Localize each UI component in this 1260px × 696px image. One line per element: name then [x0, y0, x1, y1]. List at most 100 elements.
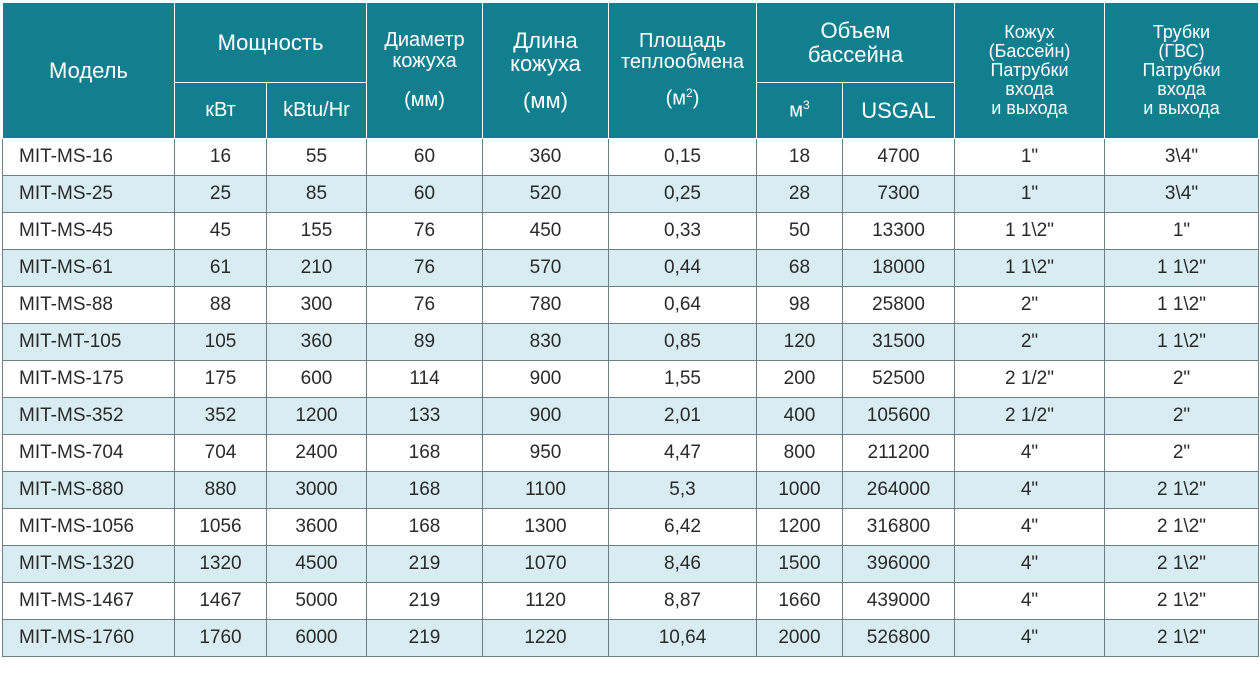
cell-diameter: 168: [366, 508, 483, 546]
cell-area: 0,15: [608, 138, 757, 176]
cell-volume-usgal: 105600: [842, 397, 955, 435]
cell-volume-m3: 50: [756, 212, 843, 250]
cell-volume-usgal: 264000: [842, 471, 955, 509]
cell-length: 780: [482, 286, 609, 324]
cell-power-kbtu: 1200: [266, 397, 367, 435]
spec-table: Модель Мощность Диаметр кожуха (мм) Длин…: [2, 2, 1259, 657]
cell-shell-connections: 2": [954, 286, 1105, 324]
table-row: MIT-MS-1320 1320 4500 219 1070 8,46 1500 396000…: [2, 545, 1259, 583]
cell-length: 1300: [482, 508, 609, 546]
cell-power-kbtu: 210: [266, 249, 367, 287]
cell-area: 2,01: [608, 397, 757, 435]
cell-model: MIT-MS-1056: [2, 508, 175, 546]
cell-shell-connections: 4": [954, 471, 1105, 509]
table-row: MIT-MS-16 16 55 60 360 0,15 18 4700 1" 3\4": [2, 138, 1259, 176]
header-diameter-unit: (мм): [404, 89, 445, 111]
cell-power-kw: 45: [174, 212, 267, 250]
header-shell-line5: и выхода: [991, 97, 1068, 118]
cell-power-kbtu: 2400: [266, 434, 367, 472]
cell-volume-m3: 1200: [756, 508, 843, 546]
header-volume-m3-base: м: [789, 99, 804, 122]
cell-diameter: 89: [366, 323, 483, 361]
table-row: MIT-MS-45 45 155 76 450 0,33 50 13300 1 1\2" 1": [2, 212, 1259, 250]
cell-tubes-connections: 2 1\2": [1104, 508, 1259, 546]
cell-power-kbtu: 300: [266, 286, 367, 324]
header-power-kbtu-label: kBtu/Hr: [283, 99, 350, 121]
header-volume-m3: м3: [756, 82, 843, 139]
header-area-unit: (м2): [609, 87, 756, 110]
header-diameter: Диаметр кожуха (мм): [366, 2, 483, 139]
cell-volume-m3: 400: [756, 397, 843, 435]
cell-power-kw: 1320: [174, 545, 267, 583]
cell-power-kw: 25: [174, 175, 267, 213]
table-row: MIT-MS-88 88 300 76 780 0,64 98 25800 2" 1 1\2": [2, 286, 1259, 324]
cell-power-kw: 1467: [174, 582, 267, 620]
table-header: Модель Мощность Диаметр кожуха (мм) Длин…: [2, 2, 1259, 139]
cell-model: MIT-MS-880: [2, 471, 175, 509]
cell-volume-usgal: 211200: [842, 434, 955, 472]
cell-length: 950: [482, 434, 609, 472]
header-volume-usgal-label: USGAL: [861, 97, 936, 123]
cell-diameter: 60: [366, 175, 483, 213]
cell-tubes-connections: 2 1\2": [1104, 545, 1259, 583]
header-area-line1: Площадь: [638, 30, 727, 53]
cell-shell-connections: 1": [954, 175, 1105, 213]
header-tubes: Трубки (ГВС) Патрубки входа и выхода: [1104, 2, 1259, 139]
header-power: Мощность: [174, 2, 367, 83]
cell-volume-usgal: 13300: [842, 212, 955, 250]
cell-volume-m3: 120: [756, 323, 843, 361]
cell-power-kw: 1056: [174, 508, 267, 546]
cell-model: MIT-MS-1467: [2, 582, 175, 620]
header-diameter-line1: Диаметр: [384, 29, 465, 51]
cell-diameter: 219: [366, 545, 483, 583]
cell-length: 830: [482, 323, 609, 361]
table-body: MIT-MS-16 16 55 60 360 0,15 18 4700 1" 3\4" MIT-MS…: [2, 138, 1259, 657]
cell-volume-m3: 800: [756, 434, 843, 472]
table-row: MIT-MS-1467 1467 5000 219 1120 8,87 1660 439000…: [2, 582, 1259, 620]
header-volume-usgal: USGAL: [842, 82, 955, 139]
header-length-unit: (мм): [523, 88, 568, 114]
cell-power-kbtu: 600: [266, 360, 367, 398]
cell-power-kbtu: 6000: [266, 619, 367, 657]
cell-volume-usgal: 4700: [842, 138, 955, 176]
cell-diameter: 219: [366, 582, 483, 620]
cell-model: MIT-MS-25: [2, 175, 175, 213]
cell-power-kbtu: 85: [266, 175, 367, 213]
cell-tubes-connections: 1 1\2": [1104, 286, 1259, 324]
cell-shell-connections: 4": [954, 582, 1105, 620]
cell-power-kw: 704: [174, 434, 267, 472]
cell-shell-connections: 4": [954, 545, 1105, 583]
header-tubes-line2: (ГВС): [1158, 41, 1205, 62]
header-tubes-line1: Трубки: [1152, 22, 1211, 43]
cell-model: MIT-MS-61: [2, 249, 175, 287]
cell-area: 0,33: [608, 212, 757, 250]
header-power-kbtu: kBtu/Hr: [266, 82, 367, 139]
cell-tubes-connections: 2 1\2": [1104, 582, 1259, 620]
cell-length: 1120: [482, 582, 609, 620]
cell-tubes-connections: 1 1\2": [1104, 249, 1259, 287]
header-model: Модель: [2, 2, 175, 139]
cell-length: 520: [482, 175, 609, 213]
cell-diameter: 76: [366, 212, 483, 250]
header-power-kw: кВт: [174, 82, 267, 139]
header-shell-line2: (Бассейн): [988, 41, 1071, 62]
cell-model: MIT-MS-1320: [2, 545, 175, 583]
cell-power-kw: 880: [174, 471, 267, 509]
cell-tubes-connections: 1": [1104, 212, 1259, 250]
cell-shell-connections: 4": [954, 619, 1105, 657]
cell-diameter: 168: [366, 471, 483, 509]
cell-volume-usgal: 7300: [842, 175, 955, 213]
cell-length: 900: [482, 360, 609, 398]
cell-shell-connections: 1 1\2": [954, 249, 1105, 287]
table-row: MIT-MS-1056 1056 3600 168 1300 6,42 1200 316800…: [2, 508, 1259, 546]
header-area: Площадь теплообмена (м2): [608, 2, 757, 139]
cell-area: 1,55: [608, 360, 757, 398]
table-row: MIT-MS-61 61 210 76 570 0,44 68 18000 1 1\2" 1 1\…: [2, 249, 1259, 287]
table-row: MIT-MS-1760 1760 6000 219 1220 10,64 2000 52680…: [2, 619, 1259, 657]
cell-shell-connections: 2": [954, 323, 1105, 361]
cell-model: MIT-MS-88: [2, 286, 175, 324]
cell-length: 1220: [482, 619, 609, 657]
cell-length: 360: [482, 138, 609, 176]
cell-shell-connections: 2 1/2": [954, 360, 1105, 398]
cell-power-kw: 175: [174, 360, 267, 398]
